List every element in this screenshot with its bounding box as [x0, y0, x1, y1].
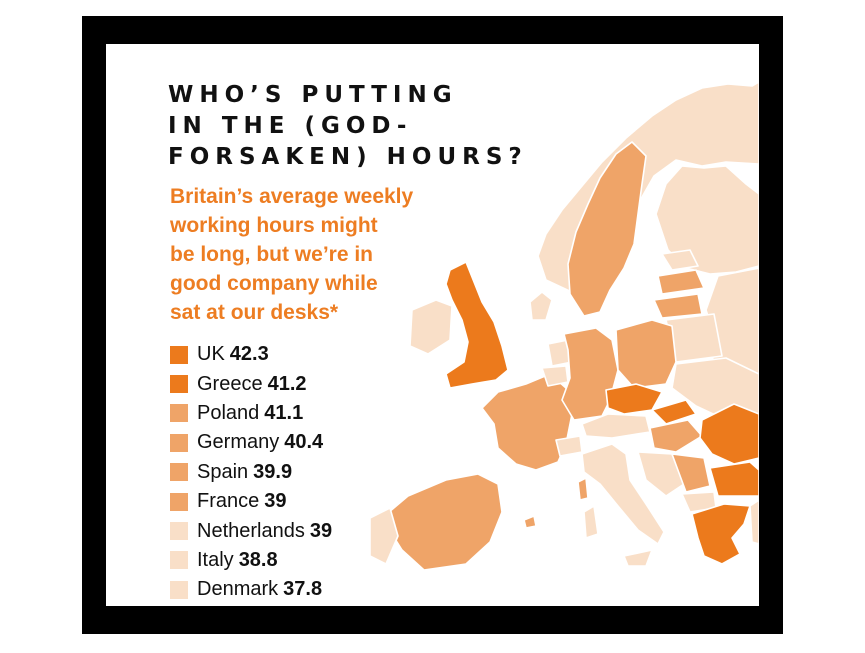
legend-item: France 39 [170, 487, 332, 516]
map-sardinia [583, 505, 599, 539]
map-sicily [623, 549, 653, 567]
legend-item: Greece 41.2 [170, 369, 332, 398]
map-sweden [567, 141, 647, 317]
map-portugal [369, 507, 399, 565]
subtitle: Britain’s average weekly working hours m… [170, 182, 440, 327]
legend-country: Poland [197, 401, 260, 424]
map-balearics [523, 515, 537, 529]
legend-swatch [170, 492, 188, 511]
legend-swatch [170, 551, 188, 570]
map-greece [691, 503, 751, 565]
map-corsica [577, 477, 589, 501]
legend-value: 37.8 [283, 578, 323, 601]
legend-country: France [197, 490, 260, 513]
subtitle-line: Britain’s average weekly [170, 185, 414, 208]
legend-value: 39 [264, 490, 287, 513]
legend-item: Netherlands 39 [170, 516, 332, 545]
legend-country: Italy [197, 548, 234, 571]
map-uk [445, 261, 509, 389]
legend-item: Denmark 37.8 [170, 575, 332, 604]
legend-swatch [170, 345, 188, 364]
legend-swatch [170, 375, 188, 394]
map-bulgaria [709, 461, 759, 497]
legend-value: 40.4 [284, 431, 324, 454]
legend-country: UK [197, 343, 225, 366]
subtitle-line: working hours might [170, 214, 378, 237]
map-serbia [671, 453, 711, 493]
subtitle-line: be long, but we’re in [170, 243, 374, 266]
infographic-panel: WHO’S PUTTING IN THE (GOD- FORSAKEN) HOU… [106, 44, 759, 606]
legend-country: Greece [197, 372, 263, 395]
legend-value: 41.1 [264, 401, 304, 424]
page-title: WHO’S PUTTING IN THE (GOD- FORSAKEN) HOU… [168, 80, 588, 173]
legend-item: Italy 38.8 [170, 546, 332, 575]
map-turkey [749, 499, 759, 545]
legend-value: 42.3 [229, 343, 269, 366]
legend-swatch [170, 580, 188, 599]
map-latvia [657, 269, 705, 295]
subtitle-line: good company while [170, 272, 378, 295]
europe-map [369, 81, 759, 571]
black-frame: WHO’S PUTTING IN THE (GOD- FORSAKEN) HOU… [82, 16, 783, 634]
map-balkans-west [637, 451, 685, 497]
legend-value: 41.2 [267, 372, 307, 395]
map-switzerland [555, 435, 583, 457]
map-estonia [661, 249, 699, 271]
legend: UK 42.3 Greece 41.2 Poland 41.1 Germany 40.4… [170, 340, 332, 605]
legend-country: Spain [197, 460, 249, 483]
subtitle-line: sat at our desks* [170, 301, 339, 324]
legend-value: 39 [309, 519, 333, 542]
legend-swatch [170, 404, 188, 423]
legend-item: Poland 41.1 [170, 399, 332, 428]
map-hungary [649, 419, 703, 453]
legend-swatch [170, 463, 188, 482]
legend-value: 38.8 [238, 548, 278, 571]
title-line: FORSAKEN) HOURS? [168, 144, 528, 170]
legend-item: UK 42.3 [170, 340, 332, 369]
legend-swatch [170, 522, 188, 541]
map-lithuania [653, 293, 703, 319]
title-line: WHO’S PUTTING [168, 82, 458, 108]
title-line: IN THE (GOD- [168, 113, 413, 139]
map-poland [615, 319, 677, 389]
legend-value: 39.9 [253, 460, 293, 483]
map-ireland [409, 299, 453, 355]
map-france [481, 373, 573, 471]
legend-swatch [170, 433, 188, 452]
map-italy [581, 443, 665, 545]
legend-item: Spain 39.9 [170, 458, 332, 487]
map-romania [699, 403, 759, 465]
legend-country: Germany [197, 431, 280, 454]
map-denmark [529, 291, 553, 321]
legend-country: Denmark [197, 578, 279, 601]
map-spain [381, 473, 503, 571]
legend-item: Germany 40.4 [170, 428, 332, 457]
legend-country: Netherlands [197, 519, 305, 542]
map-slovakia [651, 399, 697, 425]
